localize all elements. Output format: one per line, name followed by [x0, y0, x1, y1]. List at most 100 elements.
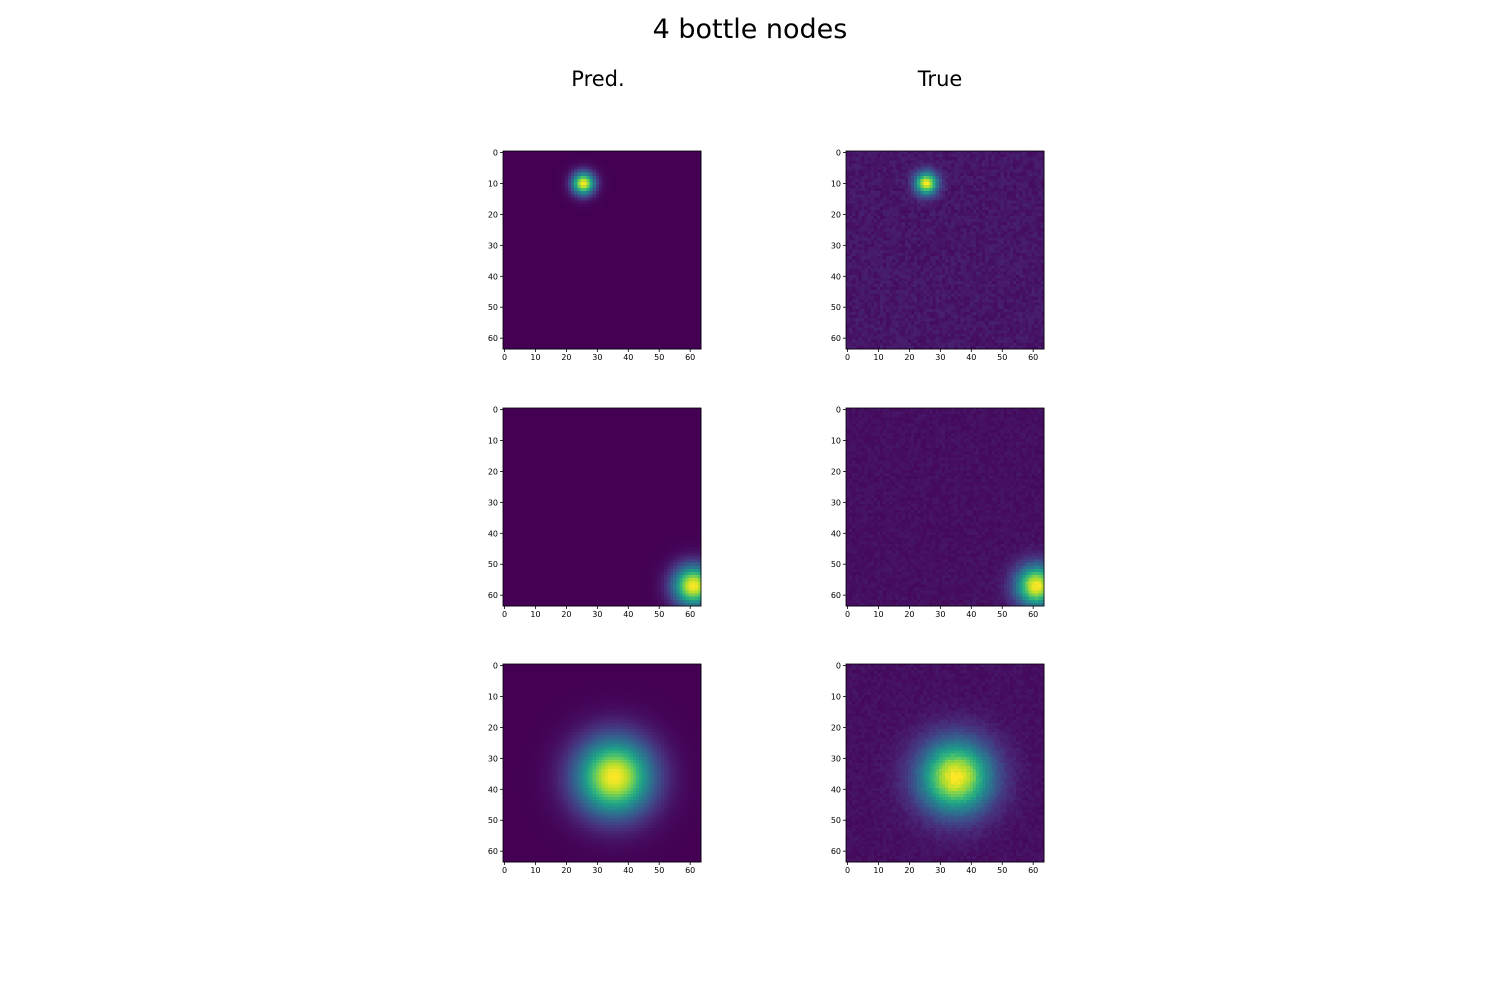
- heatmap-cell: [533, 222, 538, 226]
- heatmap-cell: [527, 181, 532, 186]
- heatmap-cell: [611, 166, 615, 170]
- heatmap-cell: [938, 166, 943, 170]
- heatmap-cell: [1009, 154, 1014, 158]
- heatmap-cell: [666, 290, 671, 294]
- heatmap-cell: [512, 262, 516, 266]
- heatmap-cell: [688, 181, 693, 186]
- heatmap-cell: [852, 191, 856, 195]
- heatmap-cell: [985, 181, 989, 186]
- heatmap-cell: [527, 163, 532, 167]
- heatmap-cell: [580, 194, 584, 198]
- heatmap-cell: [685, 160, 690, 164]
- heatmap-cell: [920, 166, 924, 170]
- heatmap-cell: [694, 154, 699, 158]
- heatmap-cell: [614, 345, 618, 350]
- heatmap-cell: [673, 293, 677, 297]
- heatmap-cell: [685, 203, 690, 208]
- heatmap-cell: [602, 175, 606, 180]
- heatmap-cell: [552, 333, 556, 338]
- heatmap-cell: [558, 188, 563, 192]
- heatmap-cell: [586, 225, 591, 229]
- heatmap-cell: [608, 191, 612, 195]
- heatmap-cell: [611, 290, 615, 294]
- heatmap-cell: [697, 330, 702, 334]
- heatmap-cell: [657, 160, 662, 164]
- heatmap-cell: [509, 339, 513, 344]
- y-tick-label: 20: [488, 210, 498, 219]
- heatmap-cell: [571, 262, 575, 266]
- heatmap-cell: [605, 194, 609, 198]
- heatmap-cell: [586, 228, 591, 232]
- heatmap-cell: [546, 172, 550, 177]
- heatmap-cell: [586, 262, 591, 266]
- heatmap-cell: [543, 290, 547, 294]
- heatmap-cell: [648, 253, 652, 257]
- heatmap-cell: [629, 185, 634, 189]
- heatmap-cell: [614, 181, 618, 186]
- heatmap-cell: [688, 203, 693, 208]
- heatmap-cell: [537, 240, 541, 245]
- heatmap-cell: [957, 154, 961, 158]
- heatmap-cell: [543, 293, 547, 297]
- heatmap-cell: [657, 166, 662, 170]
- heatmap-cell: [512, 237, 516, 242]
- heatmap-cell: [660, 197, 665, 201]
- heatmap-cell: [623, 188, 628, 192]
- heatmap-cell: [598, 333, 603, 338]
- heatmap-cell: [694, 228, 699, 232]
- heatmap-cell: [679, 240, 683, 245]
- heatmap-cell: [558, 262, 563, 266]
- heatmap-cell: [546, 240, 550, 245]
- heatmap-cell: [620, 314, 625, 319]
- heatmap-cell: [697, 206, 702, 211]
- heatmap-cell: [555, 225, 560, 229]
- heatmap-cell: [1003, 163, 1008, 167]
- heatmap-cell: [567, 259, 572, 263]
- heatmap-cell: [614, 259, 618, 263]
- heatmap-cell: [512, 209, 516, 214]
- heatmap-cell: [691, 197, 696, 201]
- heatmap-cell: [626, 246, 631, 251]
- heatmap-cell: [676, 268, 680, 273]
- heatmap-cell: [503, 188, 507, 192]
- heatmap-cell: [533, 246, 538, 251]
- heatmap-cell: [979, 169, 983, 174]
- heatmap-cell: [676, 185, 680, 189]
- heatmap-cell: [595, 311, 600, 316]
- heatmap-cell: [530, 160, 535, 164]
- heatmap-cell: [589, 318, 594, 322]
- heatmap-cell: [543, 169, 547, 174]
- heatmap-cell: [651, 333, 655, 338]
- heatmap-cell: [623, 311, 628, 316]
- heatmap-cell: [512, 231, 516, 235]
- heatmap-cell: [546, 311, 550, 316]
- heatmap-cell: [589, 157, 594, 161]
- heatmap-cell: [663, 259, 668, 263]
- heatmap-cell: [549, 256, 553, 260]
- heatmap-cell: [530, 271, 535, 276]
- heatmap-cell: [682, 308, 686, 313]
- heatmap-cell: [540, 318, 544, 322]
- heatmap-cell: [629, 178, 634, 183]
- heatmap-cell: [645, 212, 649, 217]
- heatmap-cell: [651, 166, 655, 170]
- heatmap-cell: [666, 181, 671, 186]
- heatmap-cell: [663, 151, 668, 155]
- heatmap-cell: [626, 197, 631, 201]
- heatmap-cell: [527, 277, 532, 282]
- heatmap-cell: [849, 185, 853, 189]
- heatmap-cell: [586, 327, 591, 331]
- heatmap-cell: [537, 305, 541, 310]
- heatmap-cell: [648, 157, 652, 161]
- heatmap-cell: [608, 345, 612, 350]
- heatmap-cell: [602, 345, 606, 350]
- heatmap-cell: [626, 243, 631, 248]
- heatmap-cell: [524, 314, 529, 319]
- heatmap-cell: [589, 305, 594, 310]
- heatmap-cell: [503, 333, 507, 338]
- heatmap-cell: [552, 151, 556, 155]
- heatmap-cell: [997, 175, 1002, 180]
- heatmap-cell: [586, 274, 591, 279]
- heatmap-cell: [567, 299, 572, 303]
- heatmap-cell: [589, 219, 594, 223]
